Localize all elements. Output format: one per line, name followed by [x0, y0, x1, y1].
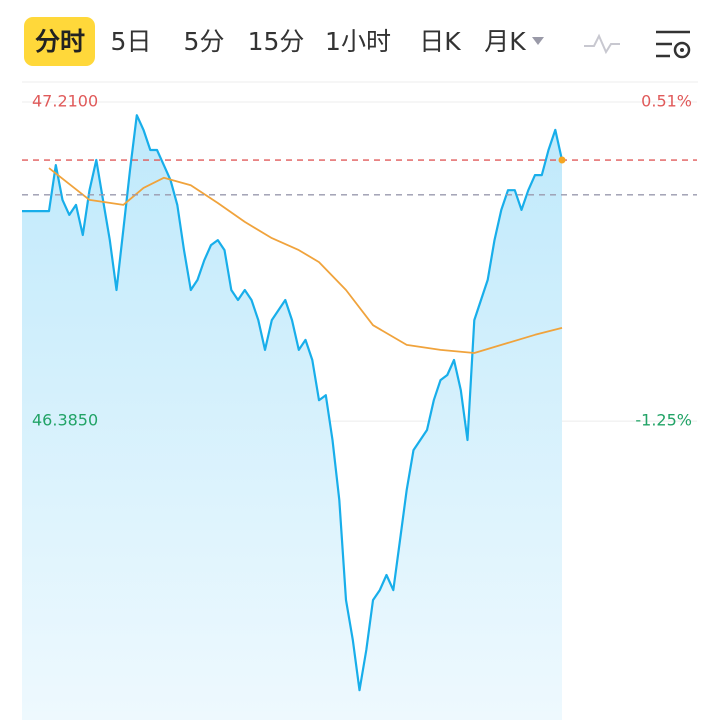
tab[interactable]: 1小时: [325, 27, 391, 56]
y2-tick-label: 0.51%: [641, 92, 692, 111]
tab[interactable]: 5分: [184, 27, 225, 56]
price-area: [22, 115, 562, 720]
tab-bar: 分时 5日 5分 15分 1小时 日K 月K: [24, 17, 526, 66]
dropdown-arrow[interactable]: [532, 37, 544, 45]
price-line: [22, 114, 564, 692]
tab[interactable]: 日K: [419, 27, 461, 56]
y-tick-label: 47.2100: [32, 92, 98, 111]
tab[interactable]: 分时: [35, 27, 85, 56]
tab[interactable]: 月K: [484, 27, 526, 56]
average-line: [48, 167, 563, 354]
last-price-dot: [558, 156, 566, 164]
tab[interactable]: 5日: [111, 27, 152, 56]
settings-icon[interactable]: [656, 30, 691, 59]
y-tick-label: 46.3850: [32, 411, 98, 430]
tab[interactable]: 15分: [248, 27, 305, 56]
chart: 47.2100 46.3850 0.51% -1.25%: [22, 92, 697, 720]
y2-tick-label: -1.25%: [635, 410, 692, 429]
chart-style-icon[interactable]: [584, 33, 620, 55]
tab-highlight: [24, 17, 95, 66]
